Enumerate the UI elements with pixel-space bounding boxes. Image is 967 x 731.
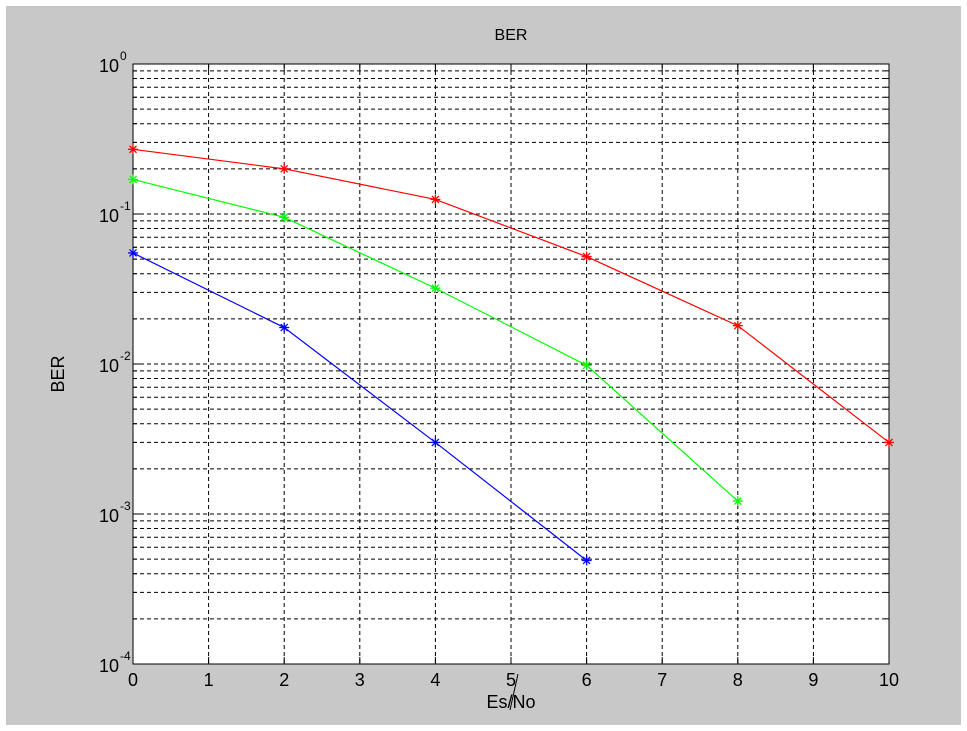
y-tick-label-exponent: -1 [120, 199, 131, 213]
series-marker-2 [430, 194, 441, 205]
series-marker-2 [128, 144, 138, 155]
marker-stroke [280, 164, 289, 173]
marker-stroke [431, 438, 440, 447]
x-tick-label: 8 [733, 670, 743, 690]
series-marker-2 [884, 437, 894, 448]
y-axis-label: BER [48, 355, 68, 392]
marker-stroke [733, 321, 742, 330]
marker-stroke [129, 145, 137, 154]
x-tick-label: 10 [879, 670, 899, 690]
series-marker-1 [279, 212, 290, 223]
marker-stroke [280, 323, 289, 332]
y-tick-label: 10 [99, 206, 119, 226]
x-tick-label: 7 [657, 670, 667, 690]
series-marker-2 [581, 251, 592, 262]
series-marker-0 [581, 555, 592, 566]
y-tick-label-exponent: -4 [120, 649, 131, 663]
x-tick-label: 3 [355, 670, 365, 690]
marker-stroke [280, 213, 289, 222]
marker-stroke [582, 361, 591, 370]
x-tick-label: 5 [506, 670, 516, 690]
series-marker-1 [581, 360, 592, 371]
chart-title: BER [495, 27, 528, 44]
marker-stroke [582, 252, 591, 261]
y-tick-label-exponent: -2 [120, 349, 131, 363]
marker-stroke [431, 195, 440, 204]
axis-ticks [132, 64, 890, 665]
series-marker-0 [430, 437, 441, 448]
series-marker-0 [128, 247, 138, 258]
x-tick-label: 2 [279, 670, 289, 690]
series-line-0 [132, 252, 587, 561]
series-marker-2 [732, 320, 743, 331]
series-marker-0 [279, 322, 290, 333]
series-line-2 [132, 148, 890, 443]
figure-window: 0 1 2 3 4 5 6 7 8 9 10 10 -4 10 -3 10 -2 10 -1 10 0 BER Es/… [6, 6, 961, 725]
series-marker-2 [279, 163, 290, 174]
x-tick-label: 1 [204, 670, 214, 690]
series-marker-1 [430, 283, 441, 294]
y-tick-label-exponent: 0 [120, 49, 127, 63]
marker-stroke [129, 175, 137, 184]
marker-stroke [431, 284, 440, 293]
y-tick-label: 10 [99, 356, 119, 376]
x-tick-label: 0 [128, 670, 138, 690]
grid-lines [133, 64, 889, 664]
x-tick-label: 6 [582, 670, 592, 690]
series-marker-1 [732, 496, 743, 507]
y-tick-label-exponent: -3 [120, 499, 131, 513]
y-tick-label: 10 [99, 506, 119, 526]
x-axis-label: Es/No [486, 692, 535, 712]
marker-stroke [582, 556, 591, 565]
y-tick-label: 10 [99, 56, 119, 76]
marker-stroke [733, 497, 742, 506]
marker-stroke [129, 248, 137, 257]
data-series [128, 144, 894, 566]
x-tick-label: 4 [430, 670, 440, 690]
series-marker-1 [128, 174, 138, 185]
x-tick-labels: 0 1 2 3 4 5 6 7 8 9 10 [128, 670, 899, 690]
marker-stroke [885, 438, 893, 447]
annotation-slash [509, 673, 519, 711]
y-tick-label: 10 [99, 656, 119, 676]
x-tick-label: 9 [808, 670, 818, 690]
